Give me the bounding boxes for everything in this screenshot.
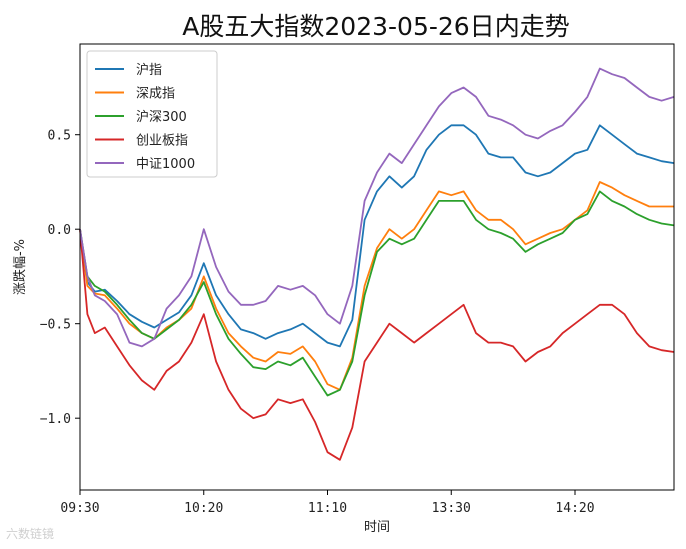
- y-tick-label: 0.5: [48, 129, 71, 144]
- watermark: 六数链镜: [6, 527, 55, 541]
- chart-title: A股五大指数2023-05-26日内走势: [182, 12, 569, 41]
- x-tick-label: 10:20: [184, 501, 223, 516]
- series-line-4: [79, 67, 675, 348]
- legend-label-1: 深成指: [136, 87, 175, 102]
- x-axis: 09:30 10:20 11:10 13:30 14:20: [60, 490, 595, 516]
- legend-box: [86, 50, 218, 178]
- plot-area: [79, 67, 675, 461]
- legend-label-4: 中证1000: [136, 157, 195, 172]
- x-tick-label: 13:30: [432, 501, 471, 516]
- x-tick-label: 11:10: [308, 501, 347, 516]
- y-tick-label: −0.5: [40, 318, 71, 333]
- series-line-2: [79, 190, 675, 397]
- plot-frame: [79, 43, 675, 491]
- legend-label-3: 创业板指: [136, 134, 188, 149]
- x-tick-label: 14:20: [555, 501, 594, 516]
- y-tick-label: 0.0: [48, 223, 71, 238]
- x-tick-label: 09:30: [60, 501, 99, 516]
- legend-label-2: 沪深300: [136, 109, 187, 125]
- series-line-0: [79, 124, 675, 348]
- series-line-3: [79, 229, 675, 461]
- y-axis: 0.5 0.0 −0.5 −1.0: [40, 129, 80, 427]
- series-line-1: [79, 181, 674, 391]
- y-axis-title: 涨跌幅-%: [12, 239, 28, 295]
- x-axis-title: 时间: [364, 520, 390, 535]
- y-tick-label: −1.0: [40, 412, 71, 427]
- legend-label-0: 沪指: [136, 62, 162, 78]
